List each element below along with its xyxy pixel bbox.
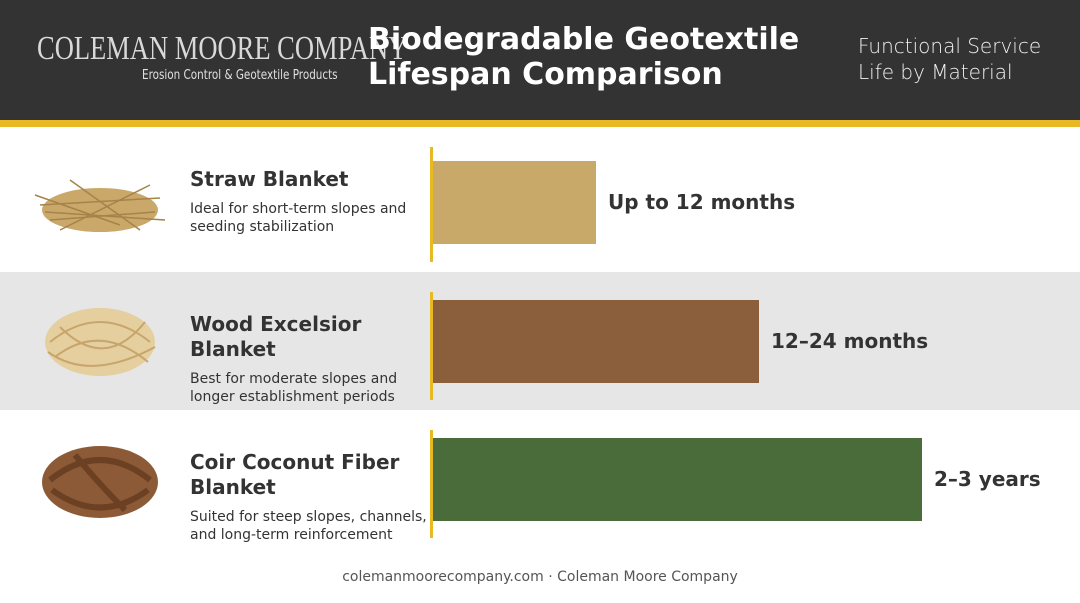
header [0,0,1080,120]
header-stripe [0,120,1080,127]
tagline: Erosion Control & Geotextile Products [142,68,338,83]
value-label: 2–3 years [934,467,1041,491]
axis-line [430,147,433,262]
company-name: COLEMAN MOORE COMPANY [37,30,408,67]
footer: colemanmoorecompany.com · Coleman Moore … [342,569,738,585]
axis-line [430,430,433,538]
category-label: Wood Excelsior Blanket [190,312,362,361]
value-label: 12–24 months [771,329,929,353]
value-label: Up to 12 months [608,190,796,214]
excelsior-icon [45,308,156,376]
category-label: Straw Blanket [190,167,349,191]
bar [433,300,759,383]
straw-icon [34,179,166,232]
category-label: Coir Coconut Fiber Blanket [190,450,400,499]
category-description: Best for moderate slopes and longer esta… [190,371,398,405]
category-description: Suited for steep slopes, channels, and l… [190,509,427,543]
category-description: Ideal for short-term slopes and seeding … [190,201,407,235]
axis-line [430,292,433,400]
subtitle: Functional Service Life by Material [858,34,1042,84]
chart-title: Biodegradable Geotextile Lifespan Compar… [368,22,800,92]
bar [433,161,596,244]
coir-icon [42,446,158,518]
bar [433,438,922,521]
